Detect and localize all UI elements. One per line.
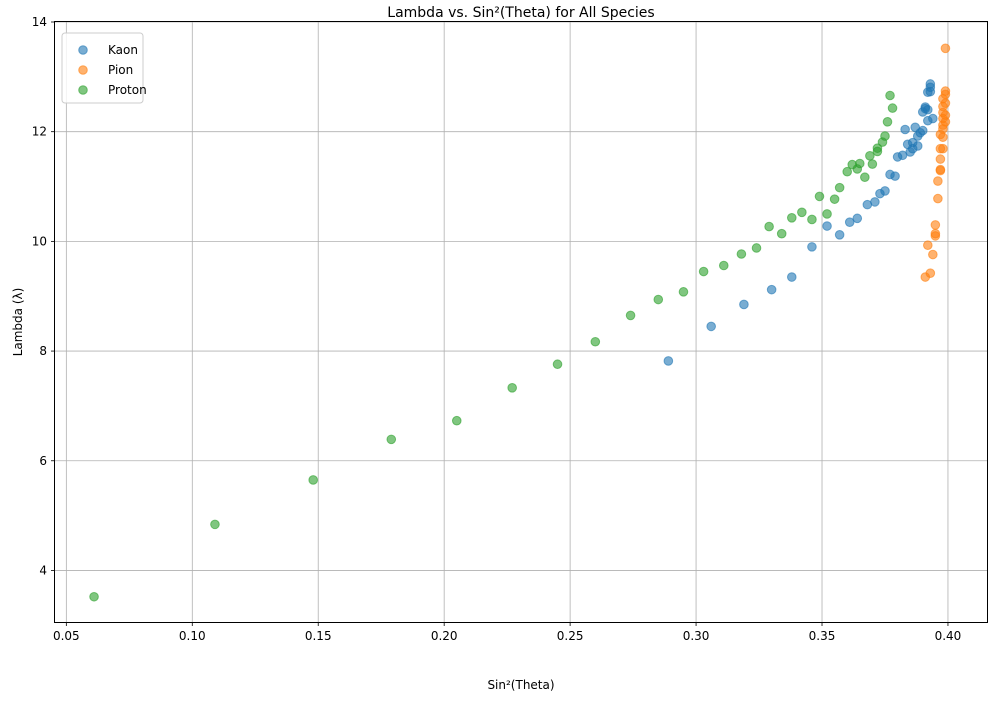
proton-point bbox=[751, 243, 762, 253]
legend-label-proton: Proton bbox=[108, 83, 147, 97]
legend-marker-proton bbox=[78, 85, 88, 95]
pion-point bbox=[933, 176, 943, 186]
proton-point bbox=[797, 207, 807, 218]
kaon-point bbox=[917, 125, 928, 136]
proton-point bbox=[507, 383, 517, 393]
x-axis-label: Sin²(Theta) bbox=[487, 678, 554, 692]
proton-point bbox=[590, 336, 601, 347]
y-tick-label: 4 bbox=[39, 563, 47, 577]
pion-point bbox=[940, 110, 951, 121]
chart-title: Lambda vs. Sin²(Theta) for All Species bbox=[387, 5, 654, 21]
kaon-point bbox=[786, 272, 797, 282]
kaon-point bbox=[870, 197, 880, 207]
kaon-point bbox=[890, 171, 900, 181]
proton-point bbox=[885, 90, 895, 101]
legend-marker-kaon bbox=[78, 45, 88, 55]
legend-label-kaon: Kaon bbox=[108, 43, 138, 57]
proton-point bbox=[829, 194, 840, 204]
pion-point bbox=[930, 220, 941, 230]
proton-point bbox=[867, 159, 878, 169]
proton-point bbox=[880, 131, 890, 141]
legend: Kaon Pion Proton bbox=[61, 32, 147, 104]
pion-point bbox=[940, 86, 951, 96]
proton-point bbox=[887, 103, 898, 113]
kaon-point bbox=[822, 221, 832, 231]
kaon-point bbox=[880, 186, 890, 196]
pion-point bbox=[930, 228, 941, 239]
x-tick-label: 0.30 bbox=[683, 629, 710, 643]
kaon-point bbox=[844, 217, 855, 227]
proton-point bbox=[786, 212, 797, 223]
kaon-point bbox=[912, 141, 923, 151]
x-tick-label: 0.25 bbox=[557, 629, 584, 643]
proton-point bbox=[653, 294, 664, 305]
kaon-point bbox=[834, 229, 845, 240]
kaon-point bbox=[852, 213, 863, 224]
proton-point bbox=[718, 260, 729, 271]
x-tick-label: 0.40 bbox=[935, 629, 962, 643]
proton-point bbox=[814, 191, 825, 202]
kaon-point bbox=[663, 356, 674, 366]
series-proton bbox=[89, 90, 898, 602]
plot-frame bbox=[54, 21, 988, 623]
y-tick-label: 14 bbox=[32, 15, 47, 29]
proton-point bbox=[698, 266, 709, 277]
proton-point bbox=[882, 117, 893, 127]
x-tick-label: 0.15 bbox=[305, 629, 332, 643]
y-tick-label: 10 bbox=[32, 234, 47, 248]
proton-point bbox=[552, 359, 563, 370]
pion-point bbox=[938, 132, 948, 142]
series-pion bbox=[920, 43, 951, 282]
y-tick-label: 8 bbox=[39, 344, 47, 358]
kaon-point bbox=[739, 299, 749, 310]
proton-point bbox=[764, 221, 774, 232]
proton-point bbox=[625, 310, 636, 321]
x-tick-label: 0.05 bbox=[53, 629, 80, 643]
proton-point bbox=[822, 209, 832, 219]
kaon-point bbox=[900, 124, 910, 135]
kaon-point bbox=[925, 79, 936, 89]
x-tick-label: 0.10 bbox=[179, 629, 206, 643]
x-tick-label: 0.20 bbox=[431, 629, 458, 643]
y-axis-label: Lambda (λ) bbox=[11, 288, 25, 357]
axis-ticks: 0.05 0.10 0.15 0.20 0.25 0.30 0.35 0.40 4 6 8 10 12 1… bbox=[32, 15, 962, 643]
pion-point bbox=[933, 193, 943, 204]
pion-point bbox=[935, 165, 946, 176]
data-points bbox=[89, 43, 951, 602]
y-tick-label: 12 bbox=[32, 125, 47, 139]
pion-point bbox=[923, 240, 933, 251]
legend-marker-pion bbox=[78, 65, 88, 75]
pion-point bbox=[940, 43, 951, 54]
proton-point bbox=[451, 415, 462, 426]
proton-point bbox=[736, 249, 747, 259]
kaon-point bbox=[928, 113, 938, 124]
pion-point bbox=[928, 249, 938, 260]
kaon-point bbox=[923, 104, 933, 115]
proton-point bbox=[386, 434, 397, 445]
x-tick-label: 0.35 bbox=[809, 629, 836, 643]
proton-point bbox=[89, 591, 99, 602]
proton-point bbox=[678, 287, 689, 297]
proton-point bbox=[210, 519, 220, 530]
proton-point bbox=[834, 182, 845, 193]
legend-label-pion: Pion bbox=[108, 63, 133, 77]
proton-point bbox=[872, 146, 883, 157]
pion-point bbox=[935, 154, 946, 164]
proton-point bbox=[776, 228, 787, 239]
proton-point bbox=[807, 214, 817, 225]
y-tick-label: 6 bbox=[39, 454, 47, 468]
series-kaon bbox=[663, 79, 938, 366]
proton-point bbox=[842, 166, 853, 177]
kaon-point bbox=[766, 284, 777, 295]
pion-point bbox=[925, 268, 936, 278]
kaon-point bbox=[706, 321, 716, 332]
proton-point bbox=[854, 158, 865, 169]
pion-point bbox=[938, 143, 948, 154]
proton-point bbox=[860, 172, 870, 183]
proton-point bbox=[308, 475, 318, 485]
kaon-point bbox=[807, 242, 817, 252]
